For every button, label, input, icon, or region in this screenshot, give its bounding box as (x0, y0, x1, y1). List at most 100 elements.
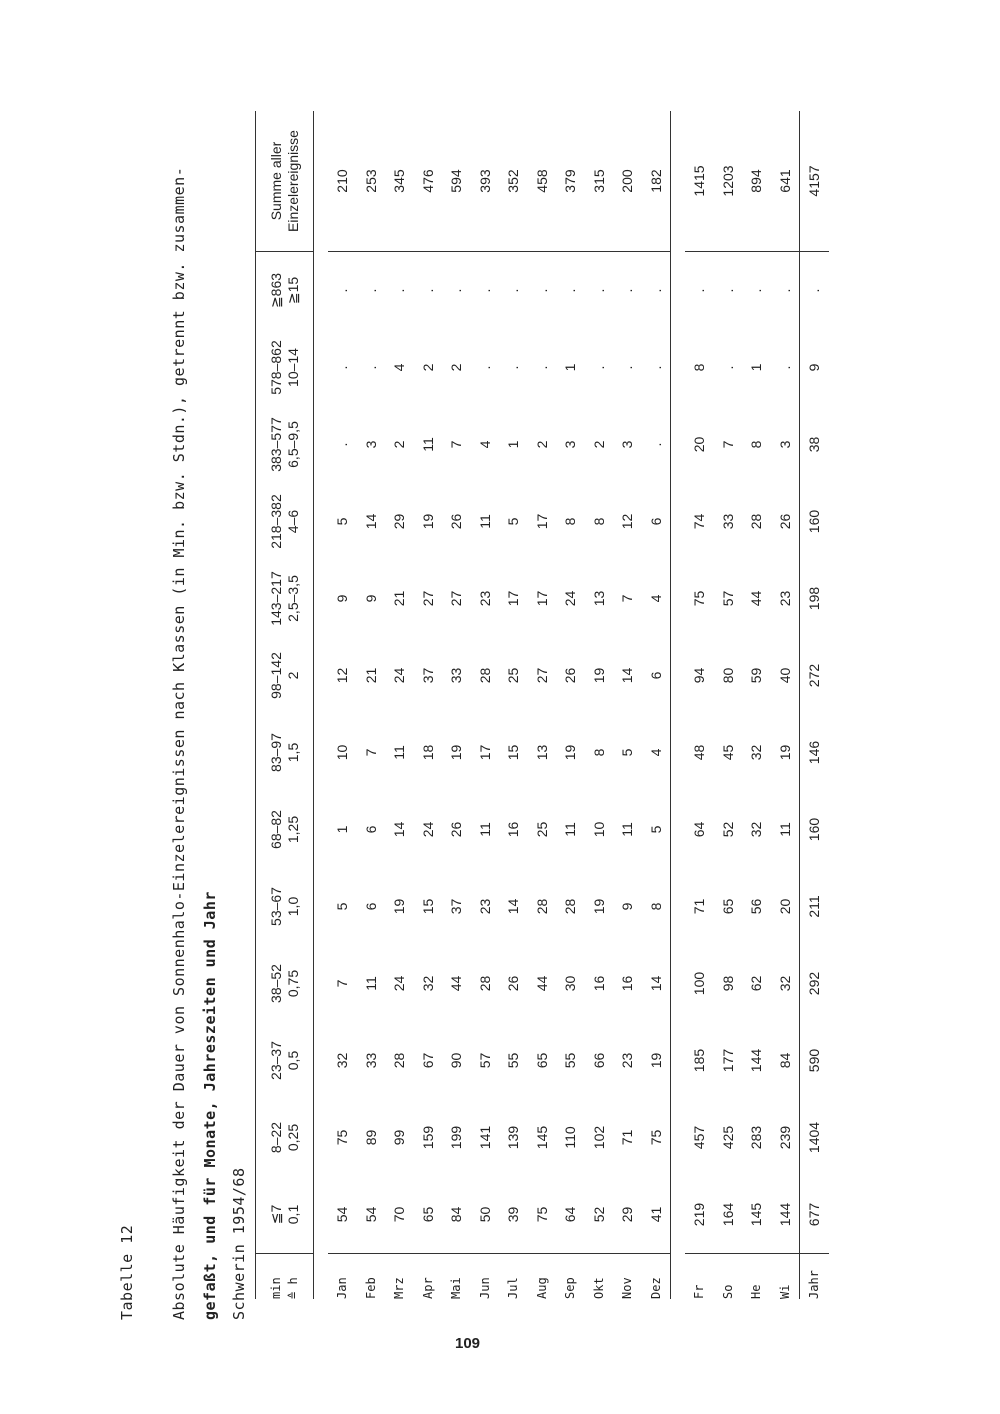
row-total-cell: 4157 (799, 111, 829, 252)
row-label: Mrz (385, 1253, 414, 1299)
count-cell: 11 (619, 822, 636, 837)
count-cell: 75 (533, 1206, 550, 1223)
count-cell: 6 (641, 637, 671, 714)
column-header-hours: 0,1 (284, 1204, 301, 1225)
row-label: Okt (584, 1253, 613, 1299)
count-cell: 23 (770, 560, 800, 637)
count-cell: 66 (590, 1052, 607, 1069)
row-total-cell: 594 (442, 111, 471, 252)
table-label: Tabelle 12 (118, 1224, 136, 1320)
column-header-minutes: 578–862 (267, 340, 284, 395)
count-cell: 144 (770, 1176, 800, 1254)
count-cell: 6 (362, 825, 379, 834)
count-cell: 14 (505, 898, 522, 915)
count-cell: 44 (448, 975, 465, 992)
table-row: Sep 64 110 55 30 28 11 19 26 24 8 3 1. 379 (556, 111, 585, 1299)
row-total-cell: 345 (385, 111, 414, 252)
count-cell: 160 (806, 509, 823, 534)
count-cell: 145 (533, 1125, 550, 1150)
count-cell: 7 (619, 594, 636, 603)
column-header-hours: 0,75 (284, 969, 301, 998)
count-cell: 25 (533, 821, 550, 838)
count-cell: . (641, 251, 671, 329)
table-row: Jul 39 139 55 26 14 16 15 25 17 5 1.. 352 (499, 111, 528, 1299)
count-cell: . (391, 288, 408, 293)
count-cell: 33 (448, 667, 465, 684)
count-cell: . (641, 329, 671, 406)
count-cell: 21 (362, 667, 379, 684)
count-cell: . (505, 288, 522, 293)
count-cell: 19 (590, 898, 607, 915)
count-cell: 5 (641, 791, 671, 868)
row-label: Feb (356, 1253, 385, 1299)
count-cell: 4 (641, 560, 671, 637)
row-total-cell: 210 (328, 111, 357, 252)
count-cell: 7 (719, 440, 736, 449)
count-cell: 5 (505, 517, 522, 526)
count-cell: 2 (448, 363, 465, 372)
count-cell: 94 (691, 667, 708, 684)
count-cell: . (770, 251, 800, 329)
count-cell: . (533, 288, 550, 293)
column-header-minutes: ≧863 (267, 272, 284, 309)
count-cell: . (719, 365, 736, 370)
count-cell: 9 (619, 902, 636, 911)
count-cell: 17 (476, 744, 493, 761)
column-header-hours: 2 (284, 671, 301, 680)
count-cell: 8 (691, 363, 708, 372)
count-cell: 50 (476, 1206, 493, 1223)
row-total-cell: 458 (527, 111, 556, 252)
row-label: Sep (556, 1253, 585, 1299)
count-cell: 28 (748, 513, 765, 530)
row-label: Jan (328, 1253, 357, 1299)
count-cell: 19 (448, 744, 465, 761)
row-total-cell: 894 (742, 111, 771, 252)
column-header: 8–22 0,25 (255, 1099, 314, 1176)
row-label: Dez (641, 1253, 671, 1299)
column-header-minutes: 83–97 (267, 733, 284, 772)
count-cell: 38 (806, 436, 823, 453)
count-cell: 10 (334, 744, 351, 761)
count-cell: 23 (619, 1052, 636, 1069)
caption-line-3: Schwerin 1954/68 (230, 1167, 248, 1321)
count-cell: 55 (562, 1052, 579, 1069)
column-header: ≦7 0,1 (255, 1176, 314, 1254)
count-cell: 57 (719, 590, 736, 607)
table-row: He 145 283 144 62 56 32 32 59 44 28 8 1. 894 (742, 111, 771, 1299)
count-cell: 425 (719, 1125, 736, 1150)
table-row: Apr 65 159 67 32 15 24 18 37 27 19 11 2. 476 (413, 111, 442, 1299)
column-header-minutes: 218–382 (267, 494, 284, 549)
count-cell: 5 (334, 517, 351, 526)
count-cell: 1 (505, 440, 522, 449)
column-header-hours: ≧15 (284, 276, 301, 305)
column-header: 83–97 1,5 (255, 714, 314, 791)
count-cell: 2 (590, 440, 607, 449)
table-row: Mrz 70 99 28 24 19 14 11 24 21 29 2 4. 345 (385, 111, 414, 1299)
count-cell: 11 (476, 514, 493, 529)
count-cell: 677 (806, 1202, 823, 1227)
column-header: 578–862 10–14 (255, 329, 314, 406)
count-cell: 52 (719, 821, 736, 838)
column-header-minutes: 8–22 (267, 1121, 284, 1154)
count-cell: 20 (770, 868, 800, 945)
count-cell: 8 (590, 517, 607, 526)
column-header-minutes: 383–577 (267, 417, 284, 472)
count-cell: 9 (362, 594, 379, 603)
count-cell: . (691, 288, 708, 293)
header-unit-min: min (268, 1277, 283, 1299)
count-cell: 3 (362, 440, 379, 449)
count-cell: 6 (641, 483, 671, 560)
count-cell: 177 (719, 1048, 736, 1073)
column-header: ≧863 ≧15 (255, 251, 314, 329)
count-cell: 24 (419, 821, 436, 838)
count-cell: 185 (691, 1048, 708, 1073)
count-cell: 26 (505, 975, 522, 992)
column-header: 38–52 0,75 (255, 945, 314, 1022)
count-cell: 65 (533, 1052, 550, 1069)
column-header-minutes: Summe aller (267, 141, 284, 221)
count-cell: . (619, 288, 636, 293)
count-cell: 8 (748, 440, 765, 449)
count-cell: 1 (748, 363, 765, 372)
count-cell: 160 (806, 817, 823, 842)
count-cell: 14 (619, 667, 636, 684)
